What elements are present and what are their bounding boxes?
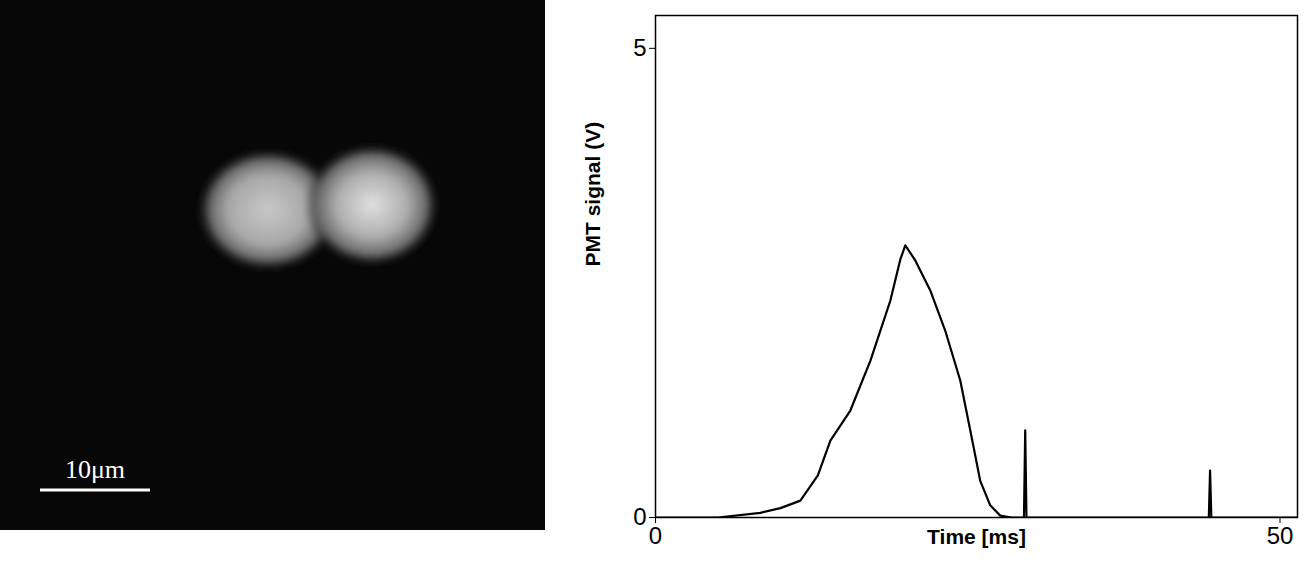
svg-text:0: 0: [633, 503, 646, 530]
svg-text:10μm: 10μm: [65, 455, 125, 484]
svg-text:Time [ms]: Time [ms]: [927, 525, 1026, 548]
svg-text:PMT signal (V): PMT signal (V): [581, 122, 604, 267]
svg-text:5: 5: [633, 34, 646, 61]
svg-text:0: 0: [649, 522, 662, 549]
svg-text:50: 50: [1267, 522, 1294, 549]
